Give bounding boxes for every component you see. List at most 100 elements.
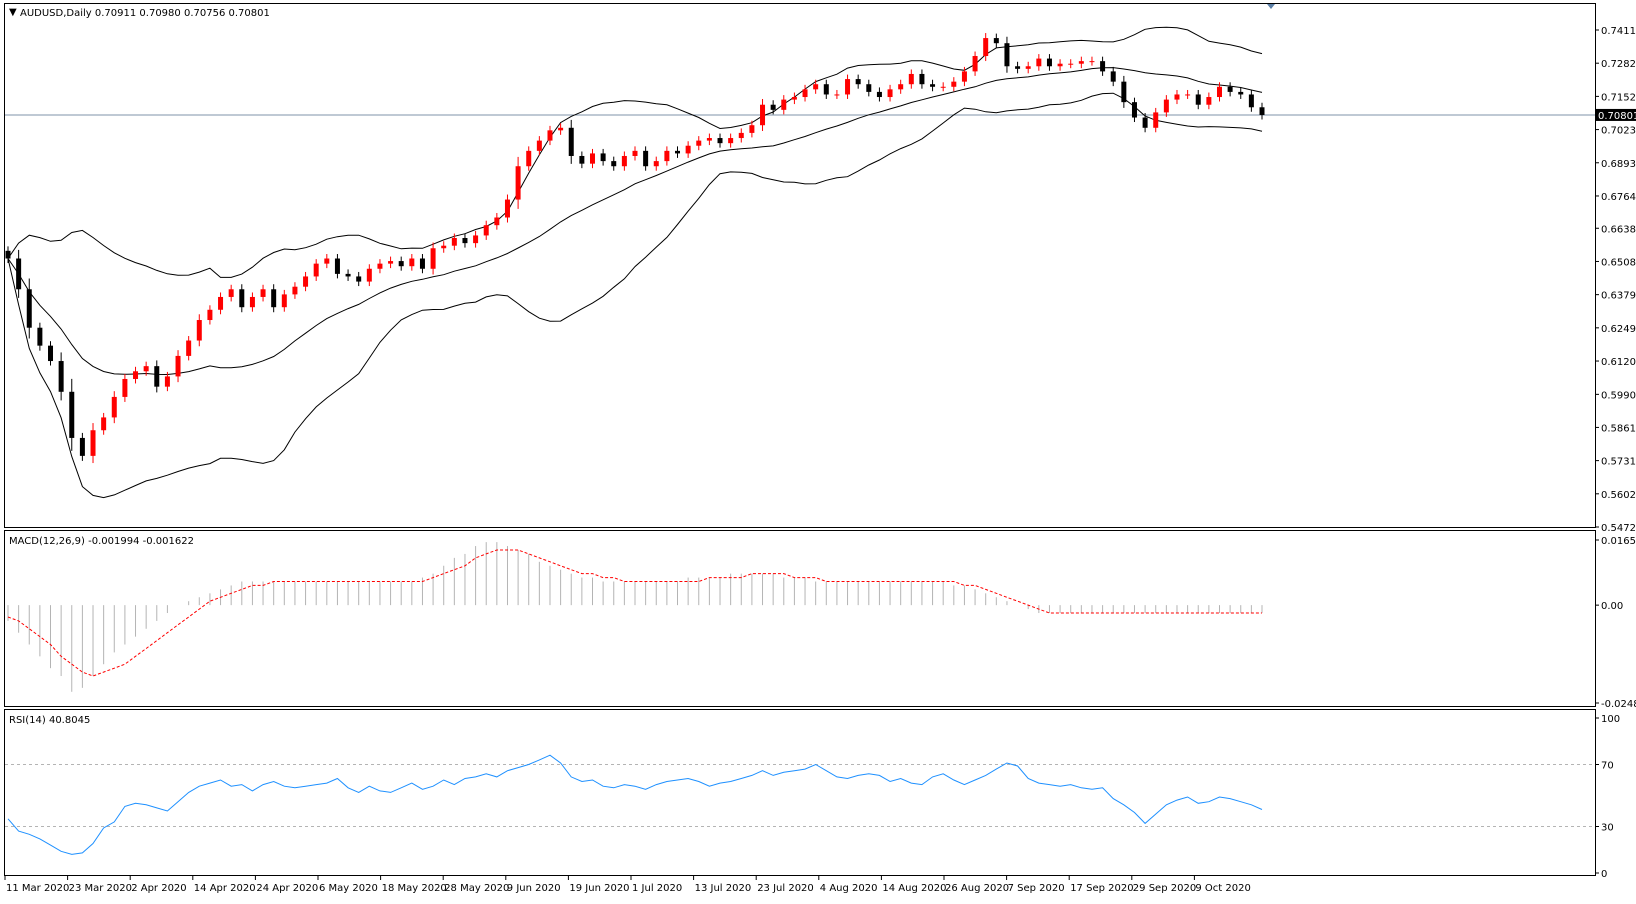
price-tick-label: 0.71525 [1601,92,1636,103]
chart-shift-marker[interactable] [1267,4,1275,9]
candle-body [143,366,149,372]
candle-body [696,140,702,146]
candle-body [940,86,946,88]
candle-body [419,258,425,269]
price-tick-label: 0.62495 [1601,324,1636,335]
candle-body [760,104,766,126]
candle-body [1206,97,1212,105]
candle-body [16,258,22,290]
date-tick-label: 23 Mar 2020 [69,883,132,894]
rsi-line [7,754,1263,855]
candle-body [1216,86,1222,98]
rsi-pane-frame [4,709,1596,876]
candle-body [334,258,340,274]
candle-body [366,268,372,282]
candle-body [154,366,160,387]
symbol-info: AUDUSD,Daily 0.70911 0.70980 0.70756 0.7… [20,8,270,19]
candle-body [728,138,734,144]
candle-body [1046,58,1052,67]
price-tick-label: 0.65085 [1601,257,1636,268]
date-tick-label: 1 Jul 2020 [632,883,682,894]
price-tick-label: 0.74115 [1601,26,1636,37]
date-tick-label: 14 Apr 2020 [194,883,256,894]
candle-body [781,99,787,110]
candle-body [1163,99,1169,113]
candle-body [919,73,925,85]
candle-body [866,84,872,92]
candle-body [643,150,649,167]
candle-body [579,155,585,164]
candle-body [5,250,11,259]
date-tick-label: 13 Jul 2020 [695,883,752,894]
candle-body [451,238,457,246]
candle-body [164,376,170,387]
bollinger-upper-line [7,26,1263,278]
date-tick-label: 26 Aug 2020 [945,883,1009,894]
candle-body [823,84,829,95]
candle-body [951,81,957,87]
candle-body [876,91,882,98]
dropdown-glyph[interactable]: ▼ [9,7,17,18]
candle-body [568,127,574,156]
candle-body [398,261,404,267]
candle-body [589,153,595,164]
macd-label: MACD(12,26,9) -0.001994 -0.001622 [9,536,194,547]
date-tick-label: 4 Aug 2020 [820,883,878,894]
macd-tick-label: 0.016538 [1601,536,1636,547]
candle-body [600,153,606,162]
rsi-label: RSI(14) 40.8045 [9,715,90,726]
date-tick-label: 28 May 2020 [444,883,509,894]
candle-body [1238,91,1244,95]
candle-body [239,289,245,308]
candle-body [388,261,394,264]
candle-body [504,199,510,218]
candle-body [621,155,627,167]
date-tick-label: 9 Oct 2020 [1195,883,1250,894]
candle-body [101,417,107,431]
date-tick-label: 17 Sep 2020 [1070,883,1133,894]
candle-body [664,150,670,162]
candle-body [1174,94,1180,100]
candle-body [26,289,32,328]
price-tick-label: 0.68935 [1601,159,1636,170]
bollinger-lower-line [7,92,1263,499]
candle-body [632,150,638,156]
macd-pane-frame [4,530,1596,707]
candle-body [834,94,840,96]
candle-body [271,289,277,308]
candle-body [133,371,139,379]
candle-body [1057,63,1063,67]
macd-signal-line [7,549,1262,677]
candle-body [345,273,351,277]
candle-body [260,289,266,297]
candle-body [186,340,192,356]
candle-body [685,145,691,154]
candle-body [1131,102,1137,118]
price-tick-label: 0.54725 [1601,523,1636,534]
candle-body [377,263,383,269]
candle-body [611,161,617,167]
candle-body [749,125,755,133]
candle-body [37,327,43,346]
date-tick-label: 2 Apr 2020 [131,883,186,894]
candle-body [69,391,75,438]
candle-body [1153,112,1159,128]
candle-body [770,104,776,110]
candle-body [536,140,542,151]
bollinger-middle-line [7,67,1263,376]
date-tick-label: 9 Jun 2020 [507,883,561,894]
candle-body [58,361,64,392]
date-tick-label: 24 Apr 2020 [256,883,318,894]
candle-body [526,150,532,167]
current-price-box [1596,108,1636,121]
candle-body [961,71,967,82]
